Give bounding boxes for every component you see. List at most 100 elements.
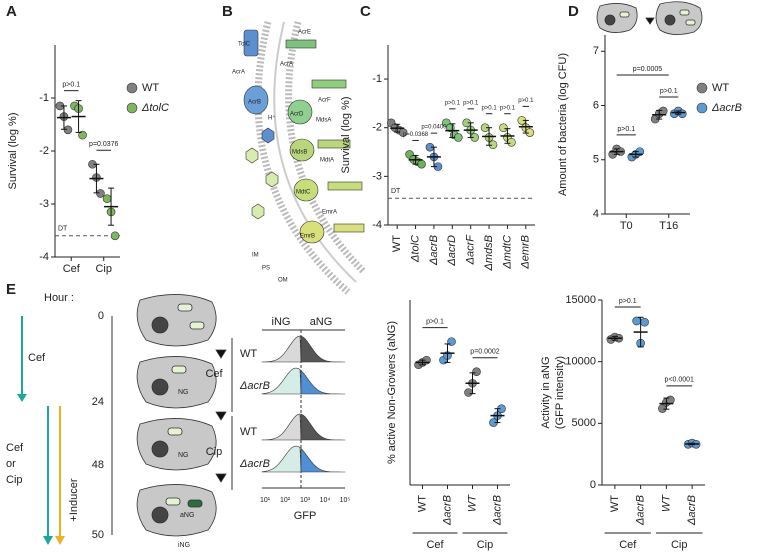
- y-tick-label: 5000: [572, 417, 596, 429]
- comparison: p=0.0005: [633, 66, 662, 73]
- cell-label: aNG: [180, 512, 194, 519]
- diagram-label: IM: [252, 253, 259, 259]
- y-axis-label: Amount of bacteria (log CFU): [557, 53, 569, 196]
- data-point: [632, 316, 641, 326]
- x-tick-label: ΔmdsB: [483, 235, 495, 272]
- y-tick-label: -1: [372, 73, 382, 85]
- y-tick-label: -2: [39, 145, 49, 157]
- legend-marker: [126, 82, 138, 94]
- data-point: [63, 125, 73, 135]
- x-tick-label: ΔtolC: [409, 235, 421, 263]
- cell-label: NG: [178, 452, 189, 459]
- annotation: p>0.1: [481, 105, 497, 111]
- transporters: [243, 29, 365, 244]
- annotation: p=0.0002: [470, 349, 499, 356]
- y-tick-label: -4: [372, 219, 382, 231]
- y-tick-label: -4: [39, 251, 49, 263]
- treatment-label: Cip: [6, 474, 23, 486]
- panel-letter: A: [6, 3, 17, 20]
- x-tick-label: T16: [659, 220, 678, 232]
- data-point: [102, 194, 112, 203]
- treatment-label: or: [6, 458, 16, 470]
- legend-label: ΔacrB: [711, 102, 742, 114]
- y-tick-label: 6: [593, 99, 599, 111]
- y-tick-label: -3: [39, 198, 49, 210]
- data-point: [507, 137, 516, 147]
- x-axis-label: GFP: [294, 510, 317, 522]
- y-tick-label: 0: [590, 479, 596, 491]
- annotation: p>0.1: [500, 105, 516, 111]
- treatment-label: Cef: [28, 352, 46, 364]
- diagram-label: AcrE: [298, 30, 311, 36]
- diagram-label: MdsA: [316, 118, 331, 124]
- y-tick-label: 5: [593, 154, 599, 166]
- macrophage-icons: [596, 1, 703, 35]
- x-tick-label: 10³: [300, 497, 311, 504]
- x-tick-label: ΔacrB: [441, 495, 453, 526]
- group-label: Cip: [477, 539, 494, 551]
- histogram-iNG: [261, 445, 302, 473]
- data-point: [78, 130, 87, 140]
- gate-label: aNG: [310, 316, 333, 328]
- legend-marker: [696, 82, 708, 94]
- legend-marker: [126, 102, 138, 114]
- diagram-label: AcrF: [318, 98, 331, 104]
- diagram-label: MdtC: [296, 190, 311, 196]
- data-point: [96, 189, 105, 198]
- data-point: [454, 133, 463, 142]
- x-tick-label: T0: [620, 220, 633, 232]
- diagram-label: AcrA: [280, 62, 293, 68]
- x-tick-label: ΔacrB: [635, 495, 647, 526]
- treatment-label: Cef: [6, 442, 24, 454]
- group-label: Cip: [671, 539, 688, 551]
- data-point: [464, 388, 473, 397]
- hour-label: 50: [92, 529, 104, 541]
- x-tick-label: ΔacrD: [446, 235, 458, 267]
- data-point: [499, 123, 508, 133]
- diagram-label: AcrD: [290, 112, 304, 118]
- timeline-arrows: [17, 316, 113, 545]
- row-label: WT: [240, 348, 257, 360]
- timeline-title: Hour :: [44, 292, 74, 304]
- legend-label: WT: [712, 82, 729, 94]
- annotation: p<0.0001: [665, 377, 694, 384]
- diagram-label: MdsB: [292, 150, 307, 156]
- legend-marker: [696, 102, 708, 114]
- annotation: p>0.1: [660, 88, 678, 95]
- annotation: p>0.1: [617, 126, 635, 133]
- data-point: [640, 317, 649, 327]
- panel-letter: C: [360, 3, 371, 20]
- data-point: [417, 159, 426, 169]
- y-tick-label: 15000: [565, 294, 596, 306]
- hour-label: 0: [98, 310, 104, 322]
- annotation: p>0.1: [619, 298, 637, 305]
- y-tick-label: 7: [593, 45, 599, 57]
- row-label: ΔacrB: [239, 380, 270, 392]
- y-tick-label: -1: [39, 92, 49, 104]
- group-label: Cef: [426, 539, 444, 551]
- x-tick-label: 10⁴: [320, 497, 331, 504]
- group-label: Cef: [205, 368, 223, 380]
- annotation: p>0.1: [445, 100, 461, 106]
- diagram-label: OM: [278, 278, 288, 284]
- annotation: p=0.0376: [89, 141, 118, 148]
- diagram-label: EmrA: [322, 210, 337, 216]
- annotation: p>0.1: [62, 81, 80, 88]
- x-tick-label: ΔacrB: [428, 235, 440, 266]
- data-point: [472, 367, 481, 376]
- cell-label: NG: [178, 389, 189, 396]
- reference-label: DT: [58, 226, 68, 233]
- y-tick-label: -2: [372, 122, 382, 134]
- y-tick-label: 10000: [565, 356, 596, 368]
- x-tick-label: ΔemrB: [520, 235, 532, 270]
- annotation: p=0.0400: [421, 125, 447, 131]
- diagram-label: H⁺: [268, 115, 276, 122]
- x-tick-label: 10²: [280, 497, 291, 504]
- x-tick-label: WT: [416, 495, 428, 512]
- x-tick-label: WT: [660, 494, 672, 512]
- x-tick-label: ΔacrB: [491, 495, 503, 526]
- panel-letter: D: [568, 3, 579, 20]
- y-axis-label: % active Non-Growers (aNG): [386, 321, 398, 464]
- y-axis-label: Survival (log %): [340, 96, 352, 173]
